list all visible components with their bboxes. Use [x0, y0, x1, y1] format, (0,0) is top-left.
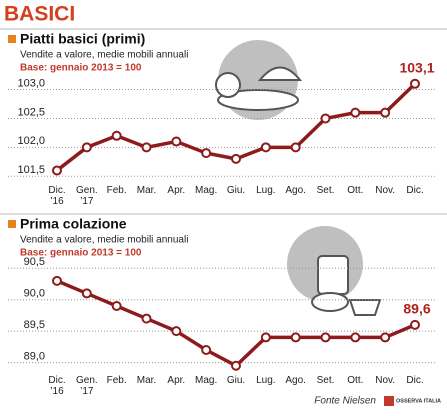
page-title: BASICI — [4, 3, 75, 26]
x-tick-label: Ott. — [347, 185, 364, 196]
y-tick-label: 90,5 — [24, 256, 45, 268]
value-label: 89,6 — [403, 301, 430, 317]
point — [52, 275, 62, 286]
point — [410, 78, 420, 89]
point — [201, 148, 212, 159]
value-label: 103,1 — [399, 59, 434, 75]
x-tick-label: Gen. ’17 — [75, 185, 98, 207]
point — [260, 332, 271, 343]
point — [290, 332, 301, 343]
point — [171, 326, 182, 337]
x-tick-label: Dic. ’16 — [48, 185, 66, 207]
y-tick-label: 102,0 — [17, 135, 45, 147]
x-tick-label: Mar. — [136, 375, 157, 386]
x-tick-label: Feb. — [106, 185, 127, 196]
point — [81, 288, 92, 299]
point — [111, 130, 122, 141]
x-tick-label: Gen. ’17 — [75, 375, 98, 397]
x-tick-label: Apr. — [167, 185, 186, 196]
y-tick-label: 89,0 — [24, 350, 45, 362]
note: Base: gennaio 2013 = 100 — [20, 248, 142, 259]
x-tick-label: Ago. — [285, 185, 306, 196]
y-tick-label: 101,5 — [17, 164, 45, 176]
x-tick-label: Ago. — [285, 375, 306, 386]
point — [320, 332, 331, 343]
point — [141, 313, 152, 324]
point — [350, 332, 361, 343]
x-tick-label: Mag. — [195, 185, 218, 196]
note: Base: gennaio 2013 = 100 — [20, 63, 142, 74]
title-marker — [8, 35, 16, 43]
x-tick-label: Set. — [316, 375, 335, 386]
x-tick-label: Lug. — [256, 375, 276, 386]
point — [201, 345, 212, 355]
x-tick-label: Apr. — [167, 375, 186, 386]
x-tick-label: Mag. — [195, 375, 218, 386]
source: Fonte Nielsen — [314, 396, 376, 407]
x-tick-label: Giu. — [226, 375, 246, 386]
point — [380, 332, 391, 343]
x-tick-label: Dic. ’16 — [48, 375, 66, 397]
x-tick-label: Feb. — [106, 375, 127, 386]
point — [171, 136, 182, 147]
x-tick-label: Nov. — [375, 185, 396, 196]
chart-title: Piatti basici (primi) — [20, 31, 145, 47]
point — [231, 360, 241, 371]
line — [56, 279, 416, 368]
point — [260, 142, 271, 153]
x-tick-label: Dic. — [406, 185, 424, 196]
subtitle: Vendite a valore, medie mobili annuali — [20, 50, 188, 61]
x-tick-label: Nov. — [375, 375, 396, 386]
point — [141, 142, 152, 153]
x-tick-label: Set. — [316, 185, 335, 196]
point — [290, 142, 301, 153]
point — [111, 301, 122, 311]
x-tick-label: Lug. — [256, 185, 276, 196]
illustration — [215, 40, 382, 316]
title-marker — [8, 220, 16, 228]
x-tick-label: Dic. — [406, 375, 424, 386]
logo-mark — [384, 396, 394, 406]
point — [350, 107, 361, 118]
x-tick-label: Giu. — [226, 185, 246, 196]
point — [231, 153, 241, 164]
subtitle: Vendite a valore, medie mobili annuali — [20, 235, 188, 246]
point — [81, 142, 92, 153]
point — [320, 113, 331, 124]
y-tick-label: 103,0 — [17, 77, 45, 89]
logo: OSSERVA ITALIA — [396, 398, 441, 404]
point — [52, 165, 62, 176]
x-tick-label: Mar. — [136, 185, 157, 196]
point — [410, 319, 420, 330]
chart-title: Prima colazione — [20, 216, 127, 232]
y-tick-label: 89,5 — [24, 319, 45, 331]
point — [380, 107, 391, 118]
x-tick-label: Ott. — [347, 375, 364, 386]
y-tick-label: 102,5 — [17, 106, 45, 118]
y-tick-label: 90,0 — [24, 288, 45, 300]
